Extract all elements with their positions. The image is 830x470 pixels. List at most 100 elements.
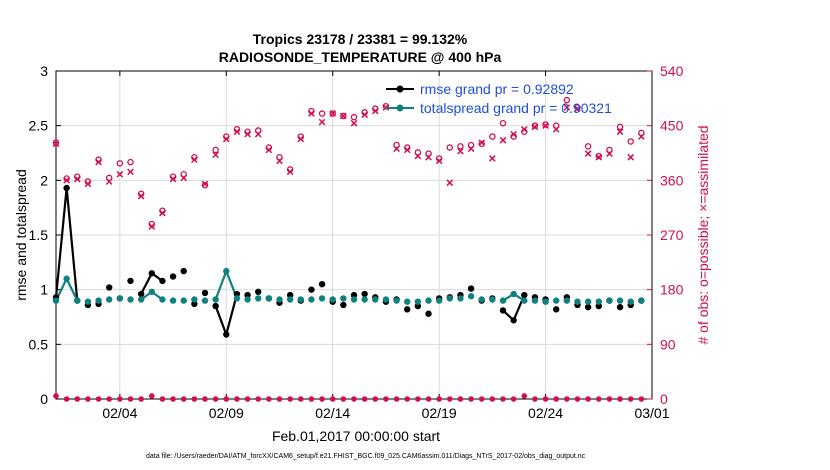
obs-assimilated-point: [105, 178, 113, 185]
obs-assimilated-point: [254, 130, 262, 138]
totalspread-point: [84, 298, 92, 305]
obs-possible-point: [350, 113, 358, 121]
obs-assimilated-point: [595, 153, 603, 161]
obs-zero-point: [287, 396, 293, 402]
obs-zero-point: [266, 396, 272, 402]
obs-assimilated-point: [510, 130, 517, 138]
obs-assimilated-point: [627, 153, 635, 161]
obs-possible-point: [616, 123, 624, 131]
obs-assimilated-point: [180, 174, 188, 182]
obs-zero-point: [234, 396, 240, 402]
obs-possible-point: [318, 110, 326, 117]
rmse-point: [127, 277, 134, 285]
rmse-point: [244, 291, 251, 299]
totalspread-point: [52, 297, 60, 304]
obs-zero-point: [617, 396, 623, 402]
totalspread-point: [233, 295, 241, 302]
rmse-point: [201, 289, 209, 297]
totalspread-point: [201, 297, 209, 304]
obs-assimilated-point: [531, 123, 539, 131]
obs-assimilated-point: [148, 223, 156, 230]
legend-rmse-label: rmse grand pr = 0.92892: [420, 81, 574, 97]
y-right-tick-label: 450: [660, 118, 684, 134]
totalspread-point: [244, 296, 251, 303]
obs-assimilated-point: [276, 157, 283, 165]
y-axis-label: rmse and totalspread: [13, 169, 29, 301]
obs-assimilated-point: [233, 128, 241, 136]
rmse-point: [223, 331, 230, 338]
y-tick-label: 1: [40, 282, 48, 298]
obs-zero-point: [510, 396, 517, 402]
obs-possible-point: [595, 152, 603, 160]
totalspread-point: [393, 297, 400, 304]
obs-zero-point: [585, 396, 591, 402]
obs-assimilated-point: [297, 135, 305, 143]
obs-zero-point: [276, 396, 283, 402]
y-tick-label: 1.5: [29, 227, 49, 243]
y-right-tick-label: 180: [660, 282, 684, 298]
totalspread-point: [425, 297, 432, 304]
obs-zero-point: [542, 396, 549, 402]
totalspread-point: [297, 296, 304, 303]
obs-possible-point: [531, 122, 539, 129]
rmse-point: [318, 281, 326, 288]
x-tick-label: 02/14: [315, 405, 350, 421]
obs-assimilated-point: [159, 209, 166, 217]
y-right-tick-label: 540: [660, 63, 684, 79]
obs-possible-point: [457, 143, 464, 150]
totalspread-point: [478, 296, 485, 303]
totalspread-point: [435, 297, 443, 304]
obs-assimilated-point: [244, 130, 251, 138]
y-right-tick-label: 360: [660, 172, 684, 188]
obs-possible-point: [340, 112, 347, 120]
obs-assimilated-point: [127, 168, 134, 176]
obs-assimilated-point: [584, 150, 592, 157]
obs-assimilated-point: [350, 119, 358, 127]
obs-assimilated-point: [563, 104, 571, 111]
totalspread-point: [542, 298, 549, 305]
totalspread-point: [127, 296, 134, 303]
totalspread-point: [595, 298, 602, 305]
obs-assimilated-point: [361, 111, 368, 119]
rmse-point: [191, 300, 198, 308]
totalspread-point: [467, 293, 475, 300]
obs-zero-point: [446, 396, 453, 402]
totalspread-point: [531, 297, 539, 304]
obs-possible-point: [489, 133, 496, 140]
totalspread-point: [265, 295, 273, 302]
obs-possible-point: [446, 144, 454, 151]
obs-assimilated-point: [638, 133, 645, 140]
rmse-point: [425, 310, 432, 317]
obs-assimilated-point: [382, 104, 390, 111]
totalspread-point: [74, 297, 81, 304]
obs-zero-point: [170, 396, 176, 402]
obs-assimilated-point: [169, 175, 177, 183]
obs-assimilated-point: [616, 128, 624, 136]
obs-assimilated-point: [84, 180, 92, 188]
obs-assimilated-point: [340, 112, 347, 120]
obs-assimilated-point: [137, 192, 145, 200]
obs-zero-point: [106, 396, 113, 402]
chart-subtitle: RADIOSONDE_TEMPERATURE @ 400 hPa: [219, 49, 502, 65]
obs-zero-point: [53, 393, 59, 399]
rmse-point: [350, 291, 358, 299]
obs-possible-point: [574, 104, 581, 111]
totalspread-point: [340, 295, 347, 302]
rmse-point: [308, 286, 315, 293]
obs-zero-point: [532, 396, 538, 402]
totalspread-point: [404, 298, 411, 305]
rmse-point: [255, 288, 262, 296]
obs-zero-point: [159, 396, 166, 402]
x-axis-label: Feb.01,2017 00:00:00 start: [272, 428, 440, 444]
y-right-tick-label: 90: [660, 336, 676, 352]
obs-assimilated-point: [212, 151, 219, 159]
obs-assimilated-point: [478, 139, 486, 147]
totalspread-point: [489, 296, 496, 303]
totalspread-point: [255, 295, 262, 302]
y-tick-label: 2: [40, 172, 48, 188]
rmse-point: [553, 306, 560, 313]
totalspread-point: [159, 296, 166, 303]
obs-assimilated-point: [499, 136, 507, 144]
obs-zero-point: [297, 396, 304, 402]
totalspread-point: [223, 267, 230, 275]
